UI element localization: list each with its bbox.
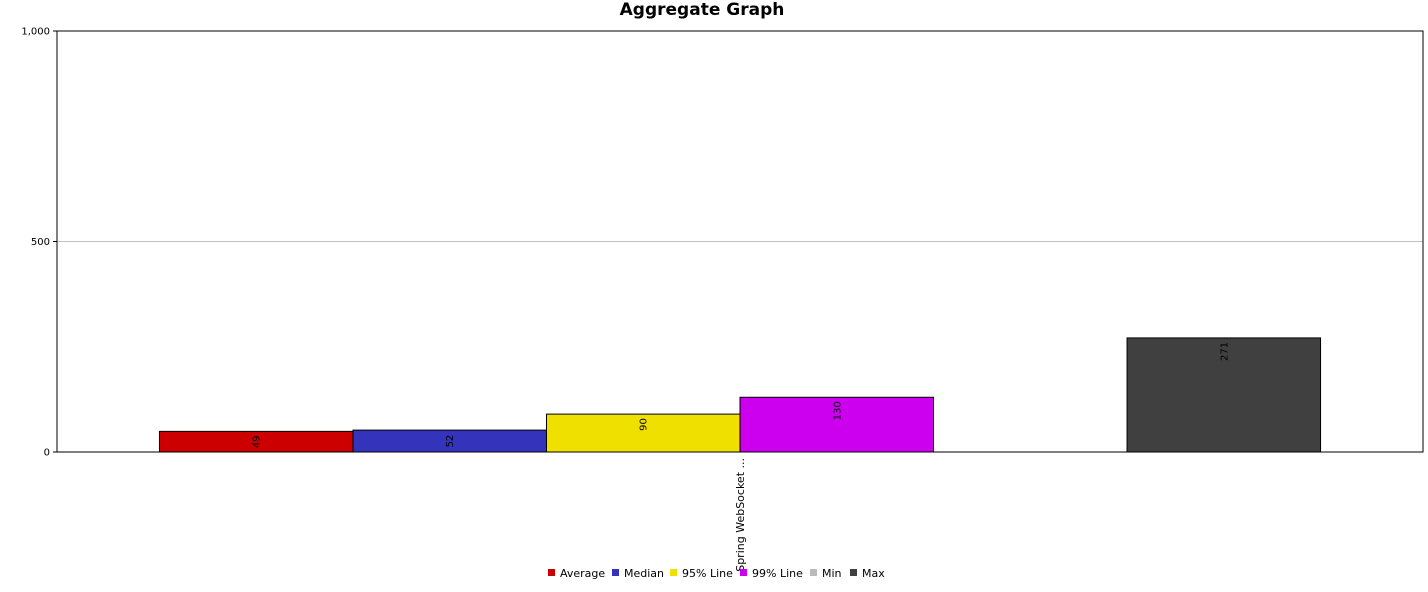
legend-swatch-99-line: [740, 569, 747, 576]
legend: Average Median 95% Line 99% Line Min Max: [548, 567, 885, 580]
y-tick-label: 0: [44, 448, 50, 459]
bar-value-label: 130: [832, 401, 843, 420]
legend-swatch-95-line: [670, 569, 677, 576]
bar-value-label: 90: [639, 418, 650, 431]
legend-label-average: Average: [560, 567, 605, 580]
legend-label-95-line: 95% Line: [682, 567, 733, 580]
bar-layer: 49 52 90 130 271: [158, 337, 1322, 453]
bar-99-line: [739, 396, 935, 453]
legend-label-max: Max: [862, 567, 885, 580]
y-tick-label: 500: [31, 237, 50, 248]
bar-value-label: 52: [445, 435, 456, 448]
axis-layer: 0 500 1,000 Spring WebSocket ...: [21, 27, 747, 572]
legend-swatch-max: [850, 569, 857, 576]
x-category-label: Spring WebSocket ...: [734, 458, 747, 572]
bar-value-label: 49: [252, 435, 263, 448]
legend-swatch-min: [810, 569, 817, 576]
bar-max: [1126, 337, 1322, 453]
y-tick-label: 1,000: [21, 27, 50, 38]
chart-title: Aggregate Graph: [620, 0, 785, 20]
legend-swatch-median: [612, 569, 619, 576]
legend-label-99-line: 99% Line: [752, 567, 803, 580]
legend-label-min: Min: [822, 567, 842, 580]
legend-swatch-average: [548, 569, 555, 576]
bar-value-label: 271: [1219, 342, 1230, 361]
legend-label-median: Median: [624, 567, 664, 580]
